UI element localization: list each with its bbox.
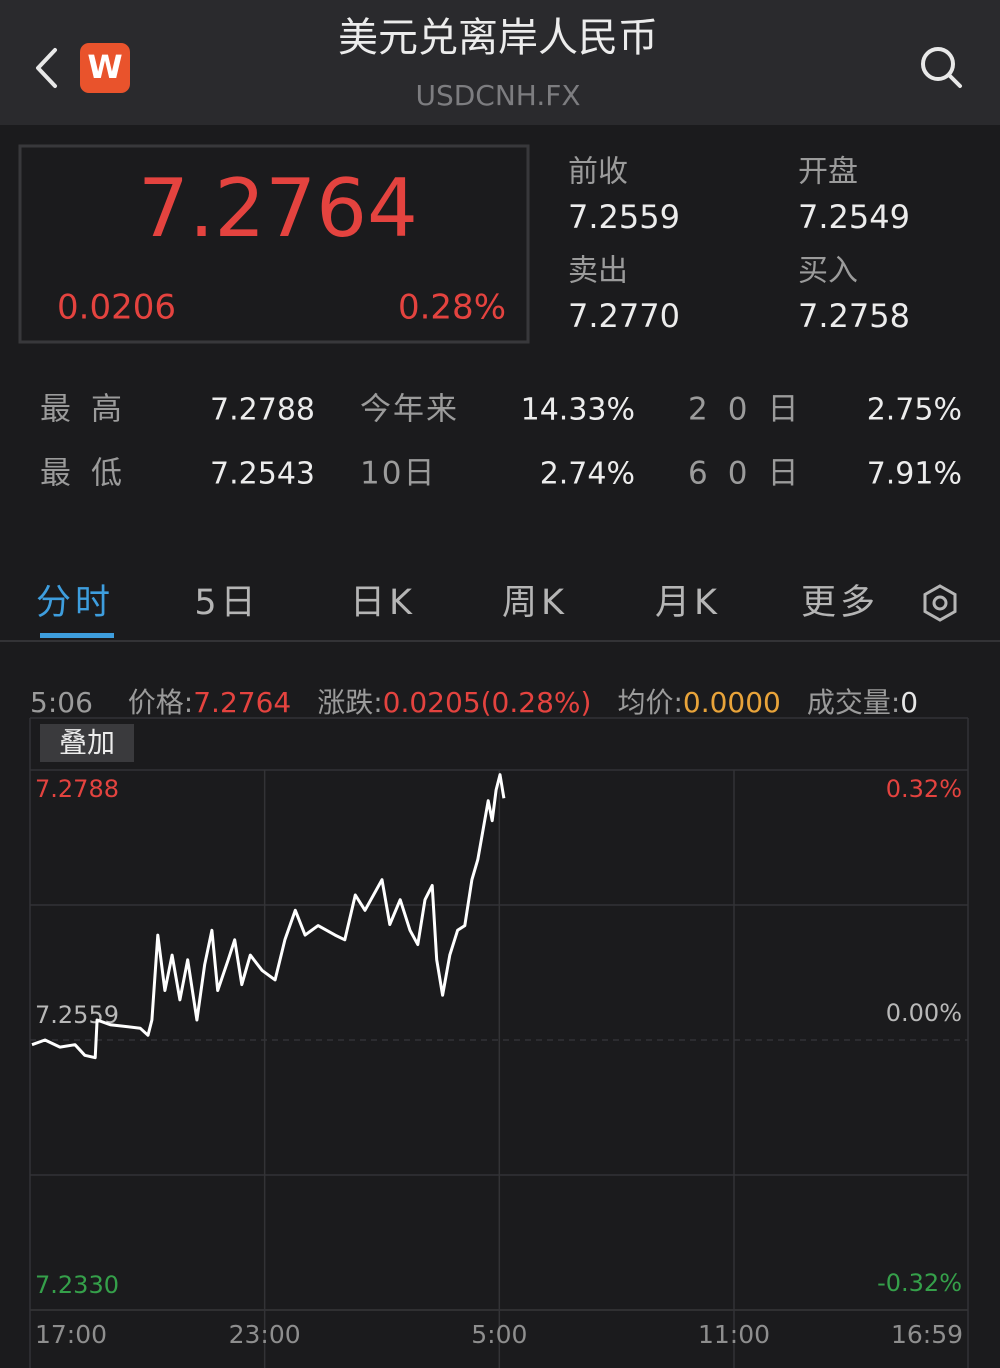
range-label: 最高 xyxy=(40,392,142,428)
range-value: 7.91% xyxy=(867,457,962,492)
stat-label: 卖出 xyxy=(568,254,628,289)
price-change: 0.0206 xyxy=(57,288,176,328)
range-value: 7.2788 xyxy=(210,393,315,428)
stat-value: 7.2559 xyxy=(568,198,680,236)
info-label: 涨跌: xyxy=(317,686,382,719)
info-label: 成交量: xyxy=(807,686,900,719)
range-label: 今年来 xyxy=(360,392,459,428)
info-value: 0 xyxy=(900,686,918,719)
stat-label: 开盘 xyxy=(798,155,858,190)
range-value: 2.74% xyxy=(540,457,635,492)
info-time: 5:06 xyxy=(30,686,93,719)
app-logo-letter: W xyxy=(87,48,122,86)
quote-stats: 前收 7.2559 开盘 7.2549 卖出 7.2770 买入 7.2758 xyxy=(568,155,910,336)
info-value: 7.2764 xyxy=(193,686,291,719)
tab[interactable]: 周K xyxy=(502,583,568,623)
range-value: 7.2543 xyxy=(210,457,315,492)
tab[interactable]: 更多 xyxy=(801,583,879,623)
page-title: 美元兑离岸人民币 xyxy=(338,15,658,61)
y2-tick-label: -0.32% xyxy=(877,1269,962,1297)
range-label: 10日 xyxy=(360,456,436,492)
header-bar xyxy=(0,0,1000,125)
settings-button[interactable] xyxy=(923,584,957,622)
stat-value: 7.2758 xyxy=(798,297,910,335)
stat-value: 7.2549 xyxy=(798,198,910,236)
overlay-button-label: 叠加 xyxy=(59,726,115,759)
y-tick-label: 7.2330 xyxy=(35,1271,119,1299)
x-tick-label: 17:00 xyxy=(35,1320,107,1349)
price-change-pct: 0.28% xyxy=(398,288,506,328)
info-value: 0.0205(0.28%) xyxy=(383,686,592,719)
tab[interactable]: 日K xyxy=(350,583,416,623)
overlay-button[interactable] xyxy=(40,724,134,762)
range-label: 60日 xyxy=(688,456,818,492)
stat-value: 7.2770 xyxy=(568,297,680,335)
y-tick-label: 7.2788 xyxy=(35,775,119,803)
x-tick-label: 16:59 xyxy=(891,1320,963,1349)
tab-bar: 分时 5日 日K 周K 月K 更多 xyxy=(36,583,879,623)
stat-label: 前收 xyxy=(568,155,628,190)
range-label: 最低 xyxy=(40,456,142,492)
info-label: 均价: xyxy=(617,686,682,719)
tab[interactable]: 分时 xyxy=(36,583,114,623)
app-logo[interactable] xyxy=(80,43,130,93)
info-row: 5:06 价格:7.2764 涨跌:0.0205(0.28%) 均价:0.0000 成… xyxy=(30,686,918,719)
last-price: 7.2764 xyxy=(138,162,418,255)
range-value: 14.33% xyxy=(521,393,635,428)
search-button[interactable] xyxy=(921,47,962,88)
tab[interactable]: 月K xyxy=(655,583,721,623)
range-stats: 最高 7.2788 今年来 14.33% 20日 2.75% 最低 7.2543 10日 2.74… xyxy=(40,392,962,492)
price-box xyxy=(18,144,530,344)
range-label: 20日 xyxy=(688,392,818,428)
symbol-code: USDCNH.FX xyxy=(415,79,580,112)
y2-tick-label: 0.32% xyxy=(886,775,962,803)
x-tick-label: 5:00 xyxy=(471,1320,527,1349)
x-tick-label: 11:00 xyxy=(698,1320,770,1349)
x-tick-label: 23:00 xyxy=(229,1320,301,1349)
info-value: 0.0000 xyxy=(683,686,781,719)
range-value: 2.75% xyxy=(867,393,962,428)
price-line xyxy=(31,773,506,1060)
y2-tick-label: 0.00% xyxy=(886,999,962,1027)
info-label: 价格: xyxy=(128,686,193,719)
tab[interactable]: 5日 xyxy=(194,583,259,623)
stat-label: 买入 xyxy=(798,254,858,289)
active-tab-indicator xyxy=(40,633,114,638)
back-button[interactable] xyxy=(36,48,57,88)
